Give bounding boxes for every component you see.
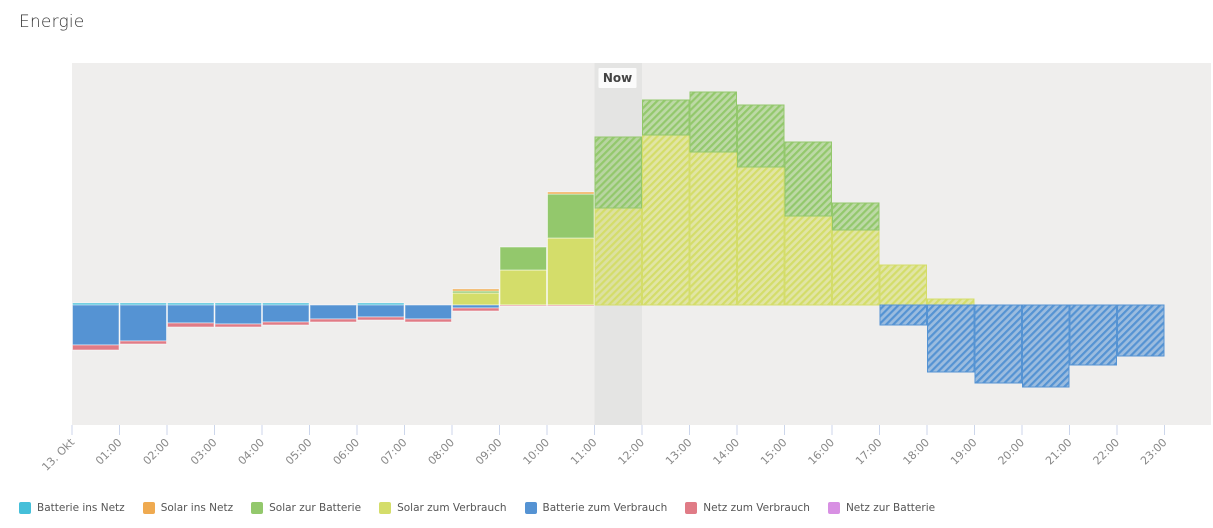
bar-solar_batt-10[interactable]: [547, 193, 595, 239]
bar-grid_self-0[interactable]: [72, 344, 120, 351]
bar-batt_self-20[interactable]: [1022, 304, 1070, 388]
legend-item-batterie-zum-verbrauch[interactable]: Batterie zum Verbrauch: [524, 502, 668, 514]
bar-grid_self-1[interactable]: [119, 340, 167, 345]
legend: Batterie ins Netz Solar ins Netz Solar z…: [19, 502, 953, 514]
legend-label: Solar zum Verbrauch: [397, 502, 507, 514]
now-label: Now: [603, 71, 632, 85]
bar-batt_self-5[interactable]: [309, 304, 357, 320]
x-tick-label: 23:00: [1138, 436, 1170, 468]
bar-solar_self-16[interactable]: [832, 229, 880, 306]
legend-label: Solar zur Batterie: [269, 502, 362, 514]
bar-solar_self-11[interactable]: [594, 207, 642, 306]
legend-item-solar-zum-verbrauch[interactable]: Solar zum Verbrauch: [379, 502, 507, 514]
x-tick-label: 08:00: [426, 436, 458, 468]
bar-batt_self-18[interactable]: [927, 304, 975, 373]
x-tick-label: 20:00: [996, 436, 1028, 468]
bar-solar_self-10[interactable]: [547, 237, 595, 306]
legend-item-solar-zur-batterie[interactable]: Solar zur Batterie: [251, 502, 361, 514]
bar-solar_self-14[interactable]: [737, 166, 785, 306]
chart-title: Energie: [19, 12, 85, 32]
bar-grid_self-3[interactable]: [214, 323, 262, 328]
x-tick-label: 10:00: [521, 436, 553, 468]
x-tick-label: 05:00: [283, 436, 315, 468]
bar-grid_self-8[interactable]: [452, 307, 500, 312]
legend-swatch: [19, 502, 31, 514]
bar-solar_batt-12[interactable]: [642, 99, 690, 136]
legend-swatch: [827, 502, 840, 514]
bar-batt_self-6[interactable]: [357, 304, 405, 318]
bar-grid_self-6[interactable]: [357, 316, 405, 321]
bar-grid_self-4[interactable]: [262, 321, 310, 326]
bar-batt_self-0[interactable]: [72, 304, 120, 346]
bar-grid_self-7[interactable]: [404, 318, 452, 323]
x-tick-label: 04:00: [236, 436, 268, 468]
bar-solar_grid-10[interactable]: [547, 191, 595, 195]
x-tick-label: 18:00: [901, 436, 933, 468]
legend-item-solar-ins-netz[interactable]: Solar ins Netz: [142, 502, 234, 514]
bar-batt_self-7[interactable]: [404, 304, 452, 320]
x-tick-label: 01:00: [93, 436, 125, 468]
bar-solar_self-12[interactable]: [642, 134, 690, 306]
legend-label: Batterie zum Verbrauch: [542, 502, 668, 514]
x-tick-label: 16:00: [806, 436, 838, 468]
bar-solar_self-15[interactable]: [784, 215, 832, 306]
legend-item-netz-zur-batterie[interactable]: Netz zur Batterie: [827, 502, 936, 514]
legend-swatch: [251, 502, 264, 514]
legend-swatch: [142, 502, 155, 514]
bar-solar_batt-14[interactable]: [737, 104, 785, 168]
bar-solar_batt-15[interactable]: [784, 141, 832, 217]
bar-solar_batt-11[interactable]: [594, 136, 642, 209]
legend-label: Netz zur Batterie: [845, 502, 936, 514]
bar-grid_self-5[interactable]: [309, 318, 357, 323]
x-tick-label: 17:00: [853, 436, 885, 468]
bar-solar_grid-8[interactable]: [452, 288, 500, 292]
bar-batt_self-2[interactable]: [167, 304, 215, 324]
bar-solar_self-8[interactable]: [452, 292, 500, 306]
bar-grid_self-10[interactable]: [547, 304, 595, 307]
bar-solar_batt-16[interactable]: [832, 202, 880, 231]
legend-label: Netz zum Verbrauch: [703, 502, 810, 514]
legend-item-batterie-ins-netz[interactable]: Batterie ins Netz: [19, 502, 125, 514]
bar-batt_self-21[interactable]: [1069, 304, 1117, 366]
x-tick-label: 13:00: [663, 436, 695, 468]
x-tick-label: 13. Okt: [39, 435, 77, 473]
bar-solar_batt-13[interactable]: [689, 91, 737, 153]
x-tick-label: 07:00: [378, 436, 410, 468]
legend-swatch: [524, 502, 537, 514]
x-tick-label: 21:00: [1043, 436, 1075, 468]
x-tick-label: 09:00: [473, 436, 505, 468]
x-tick-label: 14:00: [711, 436, 743, 468]
legend-label: Batterie ins Netz: [37, 502, 125, 514]
legend-swatch: [379, 502, 392, 514]
legend-item-netz-zum-verbrauch[interactable]: Netz zum Verbrauch: [685, 502, 810, 514]
x-tick-label: 06:00: [331, 436, 363, 468]
x-tick-label: 02:00: [141, 436, 173, 468]
bar-solar_self-13[interactable]: [689, 151, 737, 306]
bar-batt_self-1[interactable]: [119, 304, 167, 342]
bar-batt_self-22[interactable]: [1117, 304, 1165, 357]
now-label-background: [598, 68, 637, 88]
bar-grid_self-2[interactable]: [167, 322, 215, 328]
x-tick-label: 22:00: [1091, 436, 1123, 468]
x-tick-label: 11:00: [568, 436, 600, 468]
bar-solar_self-17[interactable]: [879, 264, 927, 306]
x-tick-label: 19:00: [948, 436, 980, 468]
legend-swatch: [685, 502, 698, 514]
bar-solar_batt-9[interactable]: [499, 246, 547, 271]
x-tick-label: 15:00: [758, 436, 790, 468]
bar-batt_self-17[interactable]: [879, 304, 927, 326]
bar-grid_self-9[interactable]: [499, 304, 547, 307]
x-tick-label: 03:00: [188, 436, 220, 468]
bar-solar_self-9[interactable]: [499, 269, 547, 306]
bar-batt_self-3[interactable]: [214, 304, 262, 325]
bar-solar_self-18[interactable]: [927, 298, 975, 306]
legend-label: Solar ins Netz: [160, 502, 234, 514]
bar-batt_self-19[interactable]: [974, 304, 1022, 384]
bar-batt_self-4[interactable]: [262, 304, 310, 323]
x-tick-label: 12:00: [616, 436, 648, 468]
